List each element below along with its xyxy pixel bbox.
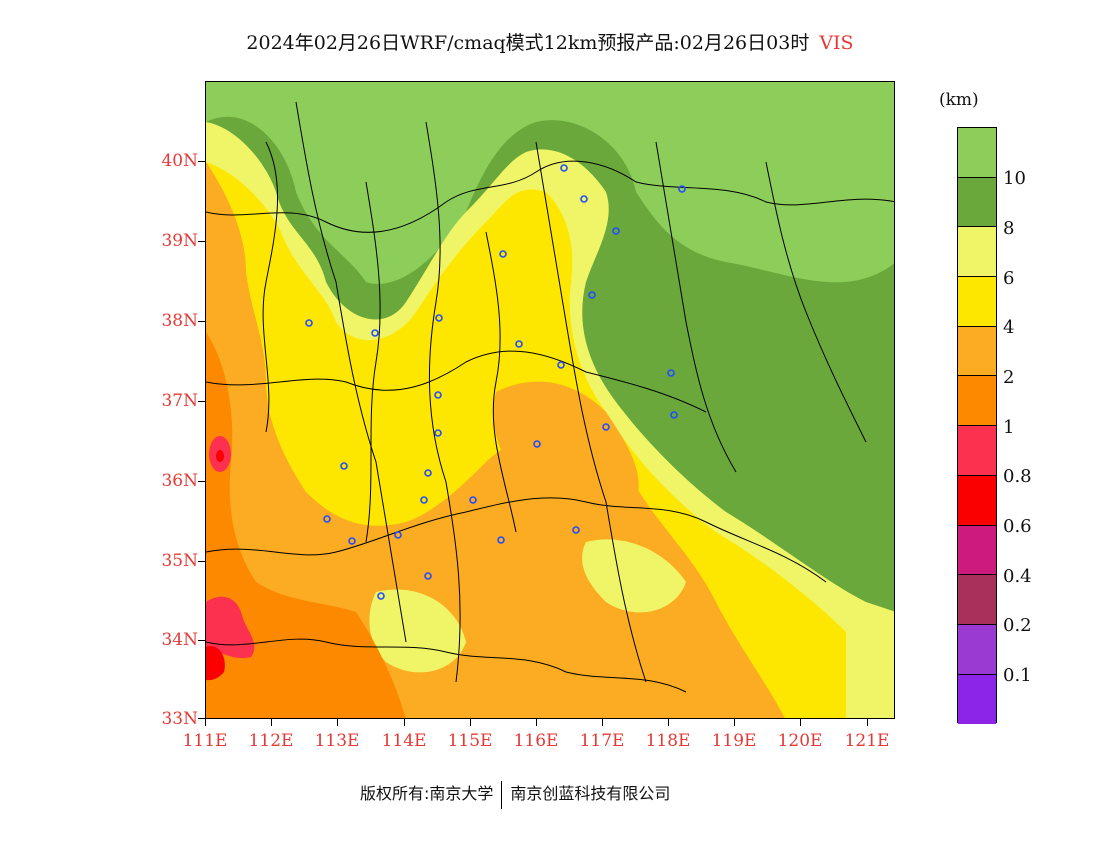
legend-swatch — [958, 674, 996, 725]
legend-swatch — [958, 376, 996, 427]
legend-label-8: 8 — [1003, 218, 1015, 239]
lat-label-37n: 37N — [161, 391, 198, 411]
lon-label-120e: 120E — [777, 731, 823, 751]
city-markers — [305, 164, 686, 600]
lat-label-34n: 34N — [161, 630, 198, 650]
color-legend — [957, 127, 997, 725]
title-variable: VIS — [819, 32, 854, 54]
legend-swatch — [958, 575, 996, 625]
title-main: 2024年02月26日WRF/cmaq模式12km预报产品:02月26日03时 — [246, 32, 810, 54]
legend-swatch — [958, 128, 996, 178]
legend-swatch — [958, 326, 996, 377]
copyright-text: 版权所有:南京大学 — [360, 784, 494, 803]
visibility-map — [205, 81, 895, 719]
lon-label-119e: 119E — [711, 731, 757, 751]
lat-label-33n: 33N — [161, 709, 198, 729]
legend-swatch — [958, 525, 996, 576]
lon-label-117e: 117E — [579, 731, 625, 751]
copyright-footer: 版权所有:南京大学 南京创蓝科技有限公司 — [360, 780, 670, 809]
boundaries — [206, 101, 894, 693]
legend-label-10: 10 — [1003, 168, 1026, 189]
lat-label-38n: 38N — [161, 311, 198, 331]
legend-label-0.6: 0.6 — [1003, 516, 1032, 537]
lat-label-39n: 39N — [161, 231, 198, 251]
legend-label-0.8: 0.8 — [1003, 466, 1032, 487]
lon-label-113e: 113E — [314, 731, 360, 751]
legend-label-2: 2 — [1003, 367, 1015, 388]
lon-label-111e: 111E — [182, 731, 228, 751]
lon-label-114e: 114E — [381, 731, 427, 751]
legend-label-4: 4 — [1003, 317, 1015, 338]
visibility-field — [206, 82, 894, 718]
legend-swatch — [958, 177, 996, 228]
legend-label-1: 1 — [1003, 417, 1015, 438]
legend-swatch — [958, 624, 996, 675]
legend-label-0.1: 0.1 — [1003, 665, 1032, 686]
lon-label-112e: 112E — [248, 731, 294, 751]
lon-label-121e: 121E — [844, 731, 890, 751]
lon-label-118e: 118E — [645, 731, 691, 751]
legend-label-0.4: 0.4 — [1003, 566, 1032, 587]
vis-fill-1 — [206, 332, 406, 718]
lat-label-35n: 35N — [161, 551, 198, 571]
legend-swatch — [958, 426, 996, 476]
footer-divider — [501, 780, 503, 809]
map-title: 2024年02月26日WRF/cmaq模式12km预报产品:02月26日03时 V… — [0, 28, 1100, 55]
legend-label-0.2: 0.2 — [1003, 615, 1032, 636]
company-text: 南京创蓝科技有限公司 — [510, 784, 671, 803]
lat-label-40n: 40N — [161, 151, 198, 171]
lat-label-36n: 36N — [161, 471, 198, 491]
legend-swatch — [958, 227, 996, 278]
lon-label-116e: 116E — [513, 731, 559, 751]
legend-label-6: 6 — [1003, 268, 1015, 289]
legend-swatch — [958, 277, 996, 327]
lon-label-115e: 115E — [447, 731, 493, 751]
legend-unit: (km) — [939, 90, 979, 110]
legend-swatch — [958, 475, 996, 526]
